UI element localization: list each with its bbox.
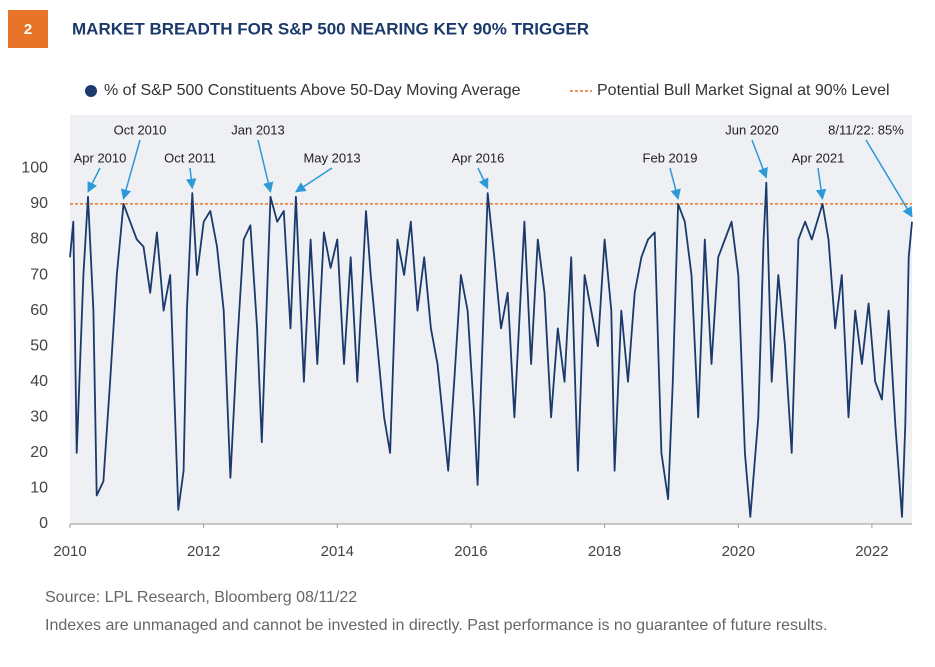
annotation-label: 8/11/22: 85% bbox=[828, 122, 904, 137]
annotation-label: Oct 2010 bbox=[114, 122, 167, 137]
series-line bbox=[69, 181, 913, 518]
y-tick-label: 70 bbox=[30, 266, 48, 283]
annotation-label: Feb 2019 bbox=[643, 150, 698, 165]
badge bbox=[8, 10, 48, 48]
annotation-arrow bbox=[865, 139, 913, 218]
legend-label: Potential Bull Market Signal at 90% Leve… bbox=[597, 82, 890, 99]
y-tick-label: 10 bbox=[30, 480, 48, 497]
y-tick-label: 0 bbox=[39, 515, 48, 532]
annotation-label: Oct 2011 bbox=[164, 150, 216, 165]
annotation-arrow bbox=[815, 167, 827, 200]
legend-marker bbox=[85, 85, 97, 97]
y-tick-label: 50 bbox=[30, 337, 48, 354]
y-tick-label: 90 bbox=[30, 195, 48, 212]
annotation-arrow bbox=[87, 167, 101, 193]
x-tick-label: 2016 bbox=[454, 543, 487, 560]
annotation-label: Apr 2021 bbox=[792, 150, 845, 165]
x-tick-label: 2020 bbox=[722, 543, 755, 560]
note: Indexes are unmanaged and cannot be inve… bbox=[45, 617, 827, 634]
x-tick-label: 2014 bbox=[321, 543, 354, 560]
x-tick-label: 2022 bbox=[855, 543, 888, 560]
y-tick-label: 80 bbox=[30, 231, 48, 248]
annotation-label: Apr 2016 bbox=[452, 150, 505, 165]
figure-number: 2 bbox=[24, 21, 32, 38]
y-tick-label: 40 bbox=[30, 373, 48, 390]
x-tick-label: 2012 bbox=[187, 543, 220, 560]
annotation-label: Jan 2013 bbox=[231, 122, 285, 137]
annotation-arrow bbox=[751, 139, 768, 179]
annotation-arrow bbox=[294, 167, 333, 193]
x-tick-label: 2018 bbox=[588, 543, 621, 560]
y-tick-label: 100 bbox=[21, 160, 48, 177]
annotation-arrow bbox=[257, 139, 274, 193]
annotation-arrow bbox=[669, 167, 681, 200]
x-tick-label: 2010 bbox=[53, 543, 86, 560]
y-tick-label: 60 bbox=[30, 302, 48, 319]
plot-area bbox=[70, 115, 912, 524]
source: Source: LPL Research, Bloomberg 08/11/22 bbox=[45, 589, 357, 606]
y-tick-label: 30 bbox=[30, 409, 48, 426]
annotation-arrow bbox=[120, 139, 141, 200]
annotation-label: Jun 2020 bbox=[725, 122, 779, 137]
y-tick-label: 20 bbox=[30, 444, 48, 461]
annotation-label: May 2013 bbox=[303, 150, 360, 165]
annotation-arrow bbox=[477, 167, 489, 190]
annotation-arrow bbox=[186, 167, 197, 190]
chart-title: MARKET BREADTH FOR S&P 500 NEARING KEY 9… bbox=[72, 19, 589, 38]
legend-label: % of S&P 500 Constituents Above 50-Day M… bbox=[104, 82, 521, 99]
annotation-label: Apr 2010 bbox=[74, 150, 127, 165]
